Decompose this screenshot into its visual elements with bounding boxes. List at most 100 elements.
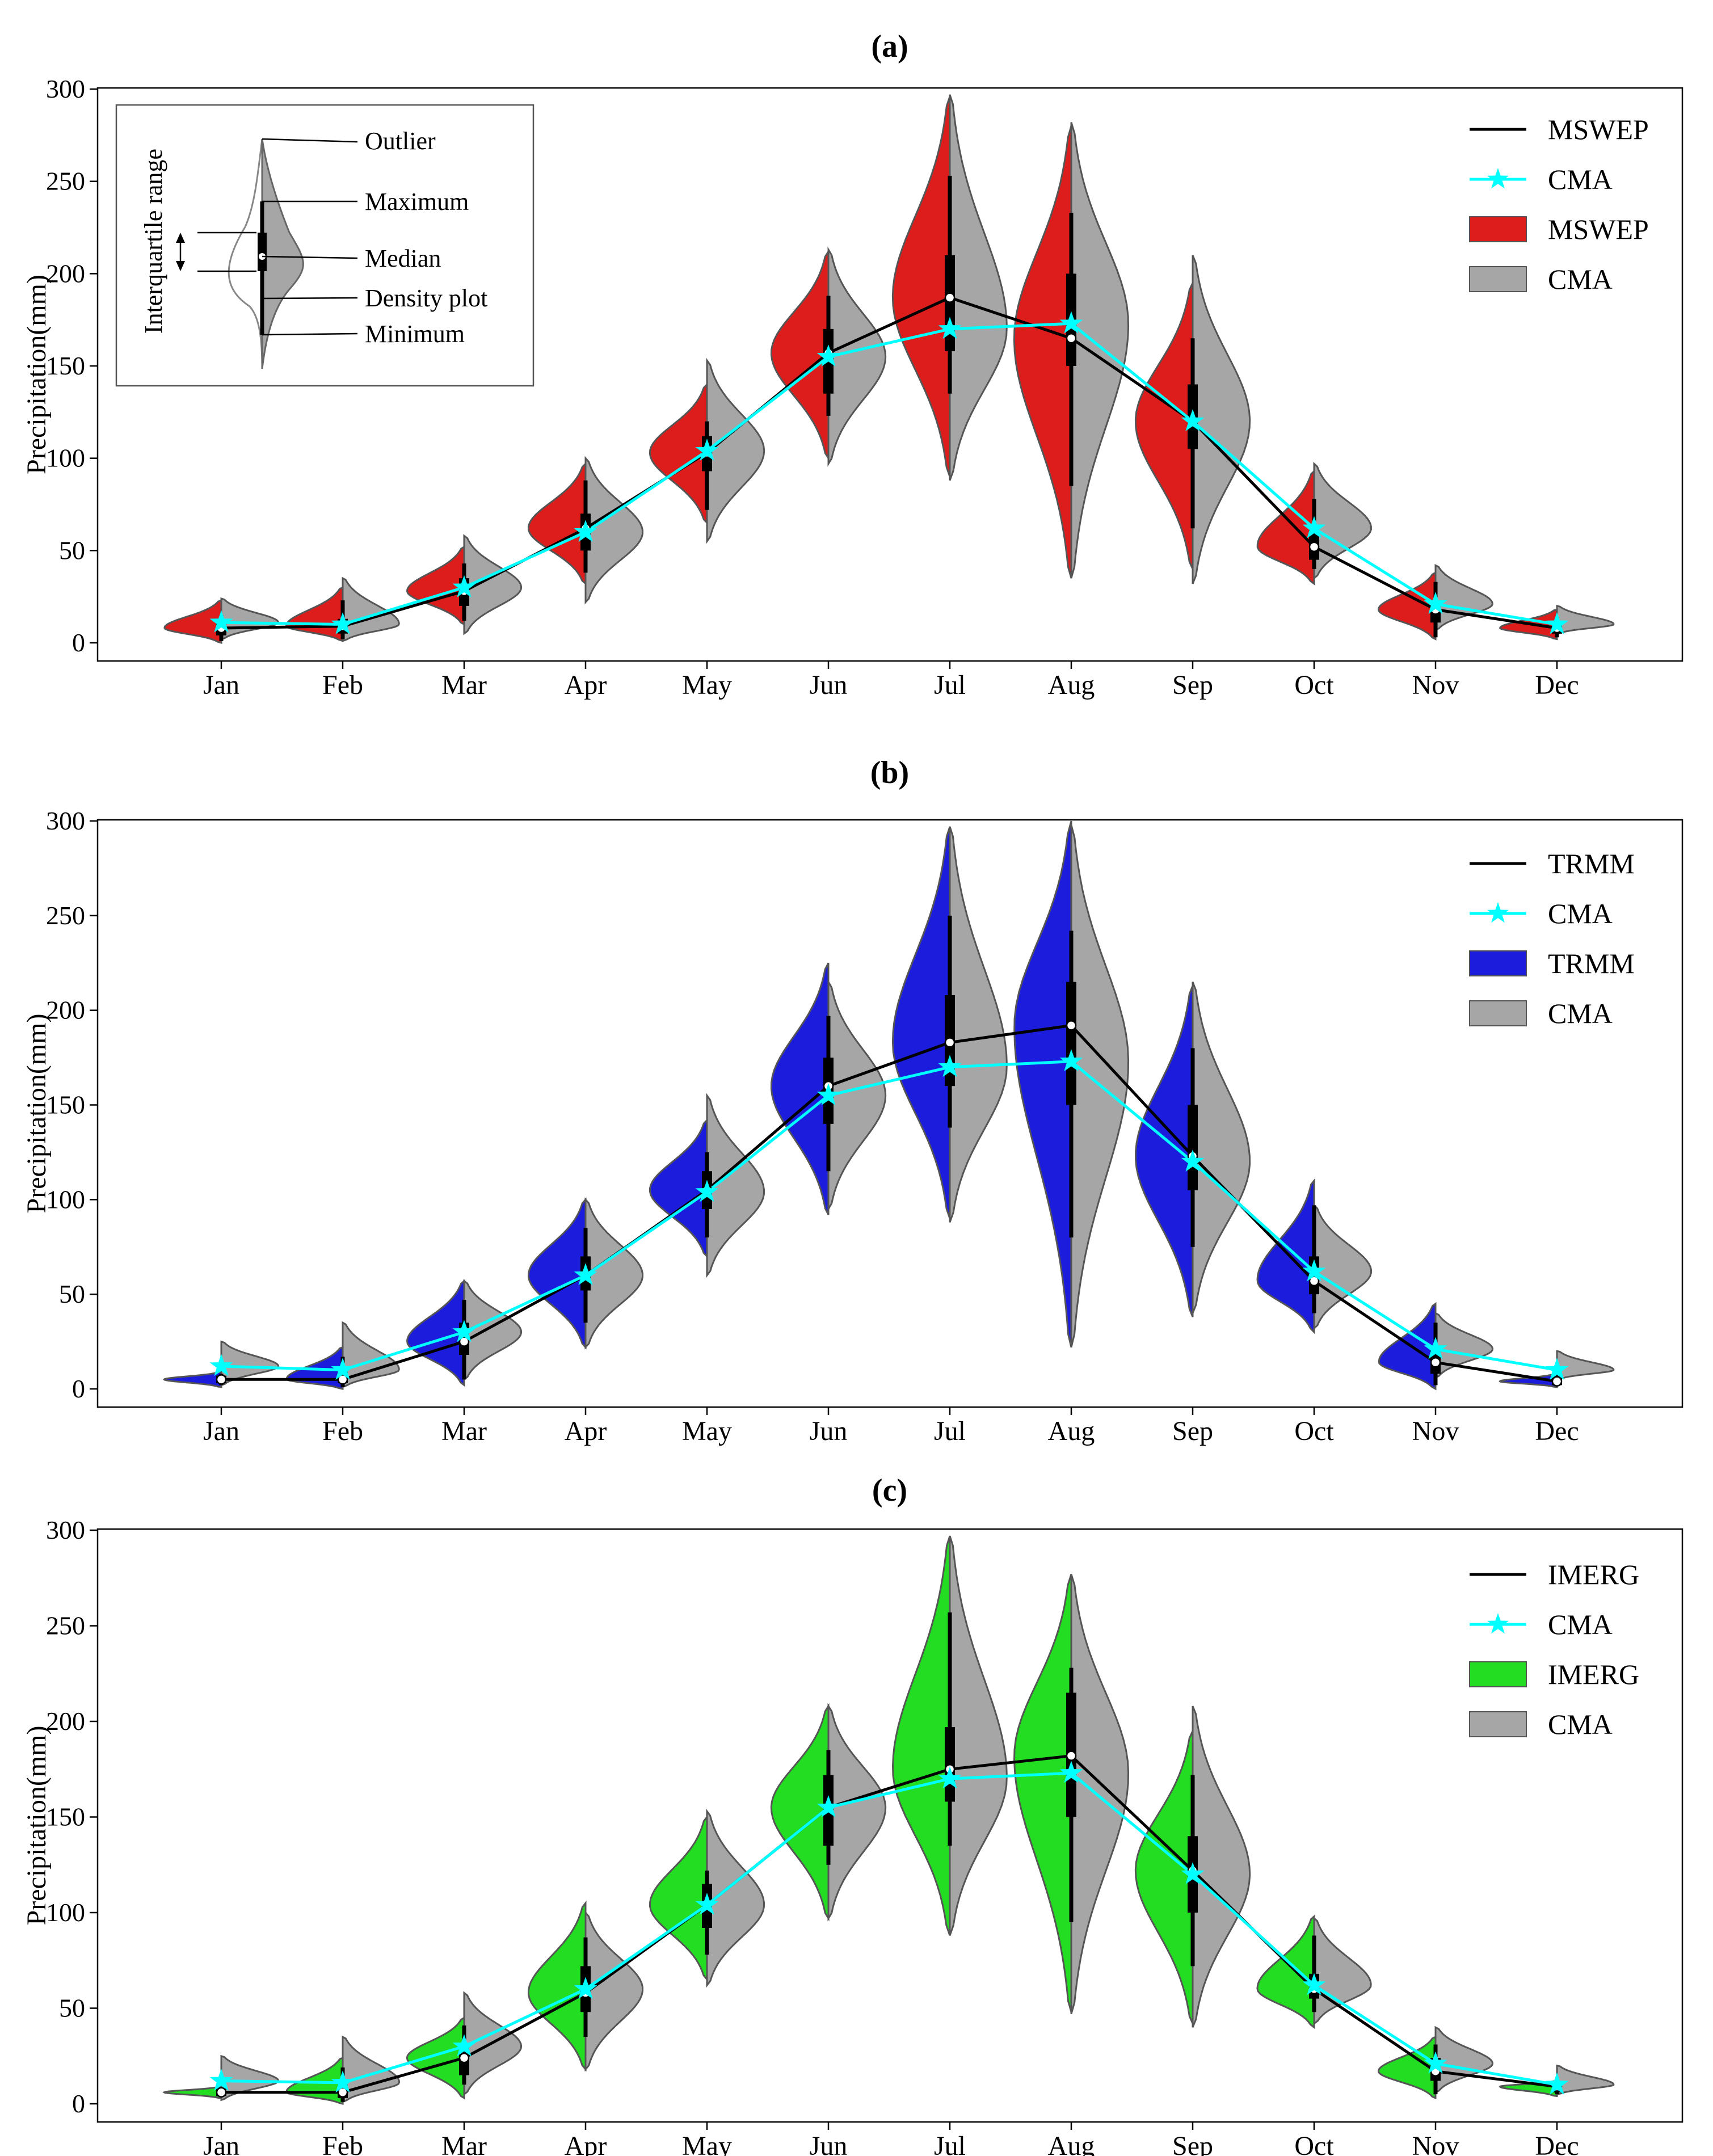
violin-right-feb xyxy=(342,1321,400,1388)
violin-left-mar xyxy=(406,1279,465,1387)
median-point xyxy=(337,2087,348,2098)
x-tick-label: Nov xyxy=(1412,670,1459,700)
panel-c: 0 50 100 150 200 250 300 Jan Feb Mar Apr May Jun Jul A… xyxy=(22,1473,1683,2156)
legend-patch-swatch xyxy=(1469,1000,1527,1026)
violin-left-jun xyxy=(770,962,830,1215)
cma-star xyxy=(1302,1259,1326,1282)
cma-star xyxy=(452,575,476,597)
y-tick-label: 150 xyxy=(46,1090,85,1119)
legend-patch-swatch xyxy=(1469,950,1527,976)
violin-left-jul xyxy=(891,826,951,1219)
x-tick-label: Sep xyxy=(1172,1416,1213,1446)
cma-star xyxy=(695,439,719,461)
legend-patch-swatch xyxy=(1469,1711,1527,1737)
violin-right-mar xyxy=(463,1279,523,1382)
violin-left-aug xyxy=(1013,820,1072,1348)
cma-star xyxy=(209,1354,233,1376)
y-tick-label: 300 xyxy=(46,74,85,103)
violin-left-oct xyxy=(1256,469,1315,586)
violin-left-apr xyxy=(527,1900,587,2072)
x-tick-label: Sep xyxy=(1172,670,1213,700)
violin-right-jul xyxy=(949,1535,1008,1936)
cma-star xyxy=(1059,1761,1083,1783)
violin-right-jun xyxy=(827,978,887,1212)
cma-star xyxy=(816,1083,840,1106)
cma-star xyxy=(695,1180,719,1202)
violin-left-oct xyxy=(1256,1178,1315,1334)
inset-legend: Outlier Maximum Median Density plot Minimum I… xyxy=(115,104,534,387)
x-tick-label: Aug xyxy=(1048,1416,1095,1446)
violin-left-jul xyxy=(891,1535,951,1936)
inset-frame xyxy=(115,104,534,387)
y-tick-label: 0 xyxy=(72,2089,85,2118)
violin-right-sep xyxy=(1192,1706,1251,2028)
y-tick-label: 150 xyxy=(46,351,85,380)
median-point xyxy=(337,1374,348,1385)
median-point xyxy=(944,1037,956,1048)
violin-right-may xyxy=(706,1093,765,1278)
x-tick-label: Jan xyxy=(203,1416,239,1446)
violin-left-mar xyxy=(406,545,465,626)
cma-star xyxy=(1545,2072,1569,2095)
x-tick-label: May xyxy=(682,670,732,700)
x-tick-label: Aug xyxy=(1048,2131,1095,2156)
violin-right-jun xyxy=(827,246,887,467)
cma-star xyxy=(331,612,355,634)
violin-left-nov xyxy=(1378,1302,1437,1391)
x-tick-label: Nov xyxy=(1412,2131,1459,2156)
median-point xyxy=(458,1336,470,1347)
violin-left-oct xyxy=(1256,1914,1315,2029)
legend-star-swatch xyxy=(1487,168,1509,189)
inset-label: Outlier xyxy=(365,127,436,155)
y-tick-label: 100 xyxy=(46,444,85,473)
cma-star xyxy=(938,1055,962,1077)
x-tick-label: Dec xyxy=(1535,1416,1579,1446)
median-point xyxy=(1551,1376,1563,1387)
x-tick-label: Feb xyxy=(322,670,363,700)
median-point xyxy=(1308,541,1320,553)
y-tick-label: 200 xyxy=(46,1707,85,1736)
inset-leader xyxy=(262,332,358,336)
cma-star xyxy=(574,1977,597,1999)
x-tick-label: Apr xyxy=(565,2131,607,2156)
violin-right-apr xyxy=(584,1910,643,2072)
violin-right-may xyxy=(706,1808,765,1988)
inset-density-left xyxy=(228,138,263,369)
violin-left-may xyxy=(649,382,708,525)
x-tick-label: Oct xyxy=(1294,1416,1334,1446)
y-tick-label: 200 xyxy=(46,259,85,288)
y-tick-label: 250 xyxy=(46,167,85,196)
series-line-mswep xyxy=(221,296,1558,630)
legend-label: CMA xyxy=(1548,997,1613,1029)
legend-label: CMA xyxy=(1548,1608,1613,1640)
violin-left-sep xyxy=(1134,1730,1194,2024)
y-tick-label: 50 xyxy=(59,1279,85,1308)
legend-star-swatch xyxy=(1487,902,1509,923)
cma-star xyxy=(331,2070,355,2093)
violin-right-jan xyxy=(220,1340,279,1387)
x-tick-label: Jan xyxy=(203,670,239,700)
cma-star xyxy=(1059,1049,1083,1072)
cma-star xyxy=(1545,612,1569,634)
plot-frame xyxy=(96,87,1683,662)
y-tick-label: 100 xyxy=(46,1185,85,1214)
y-axis-label: Precipitation(mm) xyxy=(22,1726,52,1926)
inset-label: Median xyxy=(365,245,441,272)
violin-left-nov xyxy=(1377,571,1437,641)
x-tick-label: May xyxy=(682,1416,732,1446)
plot-frame xyxy=(96,1528,1683,2123)
cma-star xyxy=(574,1263,597,1286)
panel-title: (c) xyxy=(872,1473,907,1508)
panel-title: (a) xyxy=(871,29,908,64)
cma-star xyxy=(1545,1358,1569,1380)
x-tick-label: Apr xyxy=(565,670,607,700)
violin-right-oct xyxy=(1313,462,1372,580)
cma-star xyxy=(1181,1149,1205,1172)
violin-right-nov xyxy=(1434,563,1493,631)
cma-star xyxy=(938,1766,962,1789)
inset-leader xyxy=(262,255,358,259)
violin-left-jan xyxy=(163,599,222,645)
cma-star xyxy=(1424,1337,1447,1359)
x-tick-label: Dec xyxy=(1535,2131,1579,2156)
violin-right-oct xyxy=(1313,1203,1373,1330)
